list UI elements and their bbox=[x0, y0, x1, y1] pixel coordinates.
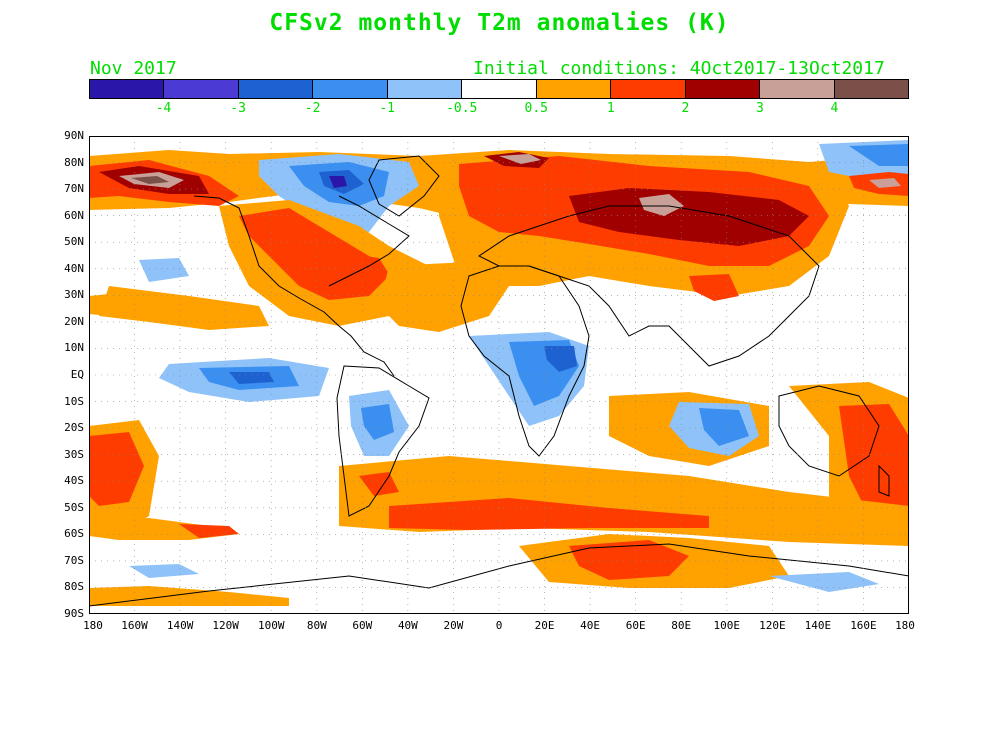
latitude-label: 20S bbox=[64, 421, 84, 435]
legend-label: 4 bbox=[830, 101, 839, 116]
legend-swatch-7 bbox=[611, 80, 686, 98]
latitude-label: 60N bbox=[64, 208, 84, 222]
color-legend-bar bbox=[89, 79, 909, 99]
legend-label: 2 bbox=[681, 101, 690, 116]
longitude-label: 160W bbox=[121, 619, 148, 632]
longitude-label: 80E bbox=[671, 619, 692, 632]
longitude-label: 180 bbox=[895, 619, 915, 632]
latitude-label: 70N bbox=[64, 182, 84, 196]
longitude-label: 60E bbox=[625, 619, 646, 632]
legend-label: -2 bbox=[304, 101, 321, 116]
legend-swatch-2 bbox=[238, 80, 314, 98]
longitude-label: 80W bbox=[306, 619, 327, 632]
legend-label: 0.5 bbox=[524, 101, 549, 116]
chart-title: CFSv2 monthly T2m anomalies (K) bbox=[269, 10, 730, 36]
latitude-label: EQ bbox=[70, 368, 84, 381]
longitude-label: 160E bbox=[850, 619, 877, 632]
legend-label: -4 bbox=[155, 101, 172, 116]
longitude-label: 20E bbox=[534, 619, 555, 632]
legend-swatch-3 bbox=[313, 80, 388, 98]
longitude-label: 60W bbox=[352, 619, 373, 632]
longitude-label: 180 bbox=[83, 619, 103, 632]
longitude-label: 40E bbox=[580, 619, 601, 632]
legend-swatch-6 bbox=[536, 80, 612, 98]
longitude-label: 120W bbox=[212, 619, 239, 632]
legend-swatch-10 bbox=[834, 80, 908, 98]
legend-label: -0.5 bbox=[446, 101, 478, 116]
longitude-label: 120E bbox=[759, 619, 786, 632]
coastlines bbox=[89, 155, 909, 607]
latitude-label: 50S bbox=[64, 500, 84, 514]
legend-swatch-4 bbox=[387, 80, 463, 98]
anomaly-fields bbox=[89, 140, 909, 606]
latitude-label: 40S bbox=[64, 474, 84, 488]
longitude-label: 100W bbox=[257, 619, 285, 632]
valid-month-label: Nov 2017 bbox=[90, 58, 177, 79]
legend-swatch-9 bbox=[760, 80, 835, 98]
legend-swatch-5 bbox=[462, 80, 537, 98]
initial-conditions-label: Initial conditions: 4Oct2017-13Oct2017 bbox=[473, 58, 885, 79]
longitude-label: 40W bbox=[397, 619, 418, 632]
latitude-label: 70S bbox=[64, 553, 84, 567]
legend-label: 1 bbox=[606, 101, 615, 116]
longitude-label: 100E bbox=[713, 619, 741, 632]
latitude-label: 60S bbox=[64, 527, 84, 541]
latitude-label: 80S bbox=[64, 580, 84, 594]
latitude-label: 20N bbox=[64, 314, 84, 328]
latitude-label: 50N bbox=[64, 235, 84, 249]
latitude-label: 40N bbox=[64, 261, 84, 275]
map-frame bbox=[89, 136, 909, 614]
legend-swatch-8 bbox=[685, 80, 761, 98]
legend-label: -1 bbox=[379, 101, 395, 116]
latitude-label: 90S bbox=[64, 607, 84, 620]
latitude-label: 80N bbox=[64, 155, 84, 169]
legend-swatch-1 bbox=[164, 80, 239, 98]
longitude-label: 20W bbox=[443, 619, 464, 632]
longitude-label: 140W bbox=[166, 619, 194, 632]
legend-label: 3 bbox=[755, 101, 764, 116]
latitude-label: 30S bbox=[64, 447, 84, 461]
latitude-label: 30N bbox=[64, 288, 84, 302]
legend-swatch-0 bbox=[90, 80, 165, 98]
legend-label: -3 bbox=[230, 101, 246, 116]
longitude-label: 140E bbox=[804, 619, 832, 632]
latitude-label: 90N bbox=[64, 129, 84, 142]
anomaly-map bbox=[89, 136, 909, 614]
longitude-label: 0 bbox=[495, 619, 503, 632]
latitude-label: 10S bbox=[64, 394, 84, 408]
latitude-label: 10N bbox=[64, 341, 84, 355]
